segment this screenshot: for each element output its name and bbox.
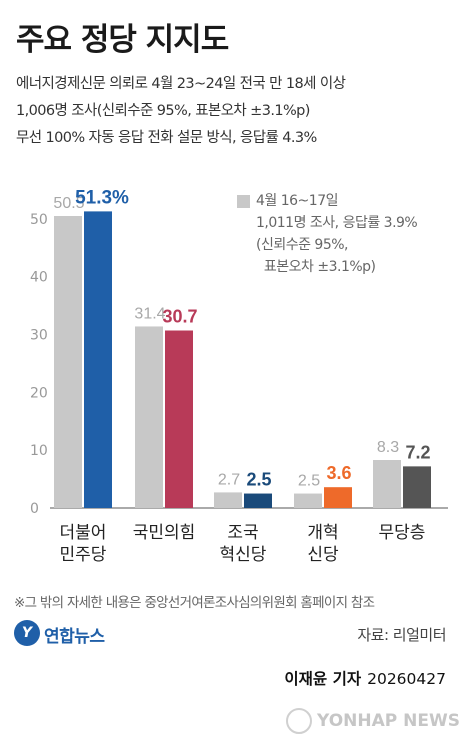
- x-tick-label: 국민의힘: [133, 523, 196, 543]
- x-tick-label: 개혁: [307, 523, 338, 543]
- x-tick-label: 신당: [307, 545, 339, 565]
- bar-current: [324, 487, 352, 508]
- y-tick-label: 30: [30, 328, 48, 344]
- byline: 이재윤 기자 20260427: [284, 667, 446, 689]
- footnote: ※그 밖의 자세한 내용은 중앙선거여론조사심의위원회 홈페이지 참조: [14, 595, 375, 611]
- chart-title: 주요 정당 지지도: [16, 22, 229, 58]
- byline-name: 이재윤 기자: [284, 670, 362, 688]
- byline-date: 20260427: [367, 670, 446, 688]
- subtitle-line-1: 에너지경제신문 의뢰로 4월 23~24일 전국 만 18세 이상: [16, 76, 346, 92]
- y-tick-label: 10: [30, 443, 48, 459]
- data-label-previous: 2.5: [298, 473, 320, 490]
- x-tick-label: 더불어: [60, 523, 107, 543]
- data-label-previous: 8.3: [377, 439, 399, 456]
- logo-text: 연합뉴스: [44, 627, 105, 647]
- data-label-previous: 50.5: [53, 195, 84, 212]
- y-tick-label: 50: [30, 212, 48, 228]
- bar-previous: [54, 216, 82, 508]
- y-tick-label: 0: [30, 501, 39, 517]
- data-label-current: 30.7: [162, 306, 197, 326]
- bar-current: [165, 330, 193, 508]
- bar-current: [244, 493, 272, 508]
- x-tick-label: 조국: [227, 523, 258, 543]
- watermark-text: YONHAP NEWS: [317, 711, 460, 731]
- data-label-current: 3.6: [326, 463, 351, 483]
- x-tick-label: 무당층: [379, 523, 426, 543]
- data-label-previous: 31.4: [134, 305, 165, 322]
- y-tick-label: 40: [30, 270, 48, 286]
- data-label-current: 7.2: [405, 442, 430, 462]
- data-label-current: 2.5: [246, 470, 271, 490]
- x-tick-label: 민주당: [60, 545, 107, 565]
- source-text: 자료: 리얼미터: [357, 626, 446, 644]
- bar-previous: [294, 493, 322, 508]
- watermark-logo-icon: [286, 708, 312, 734]
- legend-line-1: 4월 16~17일: [256, 193, 338, 209]
- bar-current: [403, 466, 431, 508]
- legend-line-3: (신뢰수준 95%,: [256, 237, 349, 253]
- bar-previous: [135, 326, 163, 508]
- x-tick-label: 혁신당: [220, 545, 267, 565]
- data-label-previous: 2.7: [218, 471, 240, 488]
- bar-previous: [214, 492, 242, 508]
- data-label-current: 51.3%: [75, 187, 129, 208]
- legend-line-4: 표본오차 ±3.1%p): [256, 259, 376, 275]
- subtitle-line-3: 무선 100% 자동 응답 전화 설문 방식, 응답률 4.3%: [16, 130, 317, 146]
- bar-current: [84, 211, 112, 508]
- subtitle-line-2: 1,006명 조사(신뢰수준 95%, 표본오차 ±3.1%p): [16, 103, 310, 119]
- legend-swatch-previous: [237, 195, 250, 208]
- bar-previous: [373, 460, 401, 508]
- legend-line-2: 1,011명 조사, 응답률 3.9%: [256, 215, 418, 231]
- yonhap-logo-icon: Y: [14, 620, 40, 646]
- y-tick-label: 20: [30, 385, 48, 401]
